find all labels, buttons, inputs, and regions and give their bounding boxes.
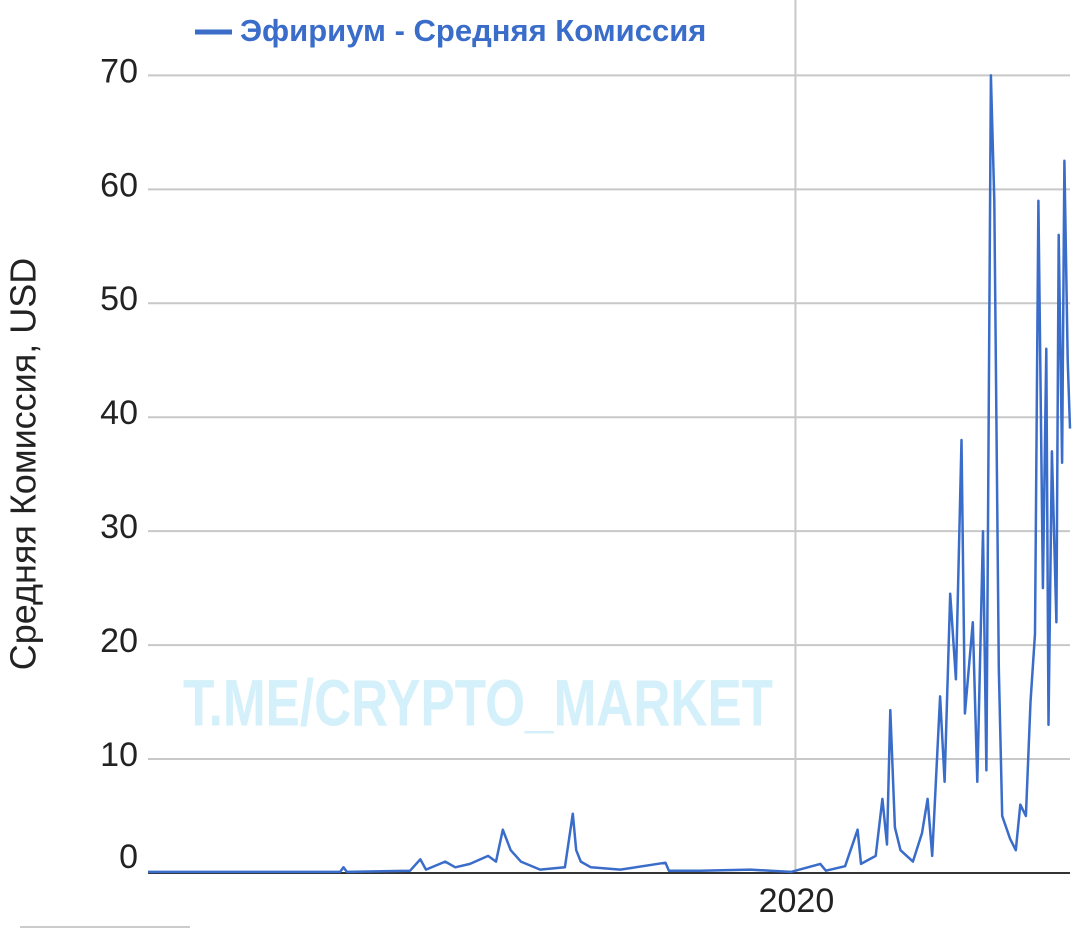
y-tick-label: 40 <box>100 394 138 432</box>
y-tick-label: 30 <box>100 508 138 546</box>
y-axis-label: Средняя Комиссия, USD <box>3 258 44 671</box>
y-tick-label: 70 <box>100 52 138 90</box>
watermark: T.ME/CRYPTO_MARKET <box>183 665 773 739</box>
y-tick-label: 60 <box>100 166 138 204</box>
x-tick-label: 2020 <box>759 882 835 920</box>
data-line <box>148 74 1072 874</box>
y-tick-label: 20 <box>100 622 138 660</box>
y-tick-label: 50 <box>100 280 138 318</box>
y-tick-label: 0 <box>119 838 138 876</box>
y-tick-label: 10 <box>100 736 138 774</box>
legend-label: Эфириум - Средняя Комиссия <box>240 13 706 48</box>
